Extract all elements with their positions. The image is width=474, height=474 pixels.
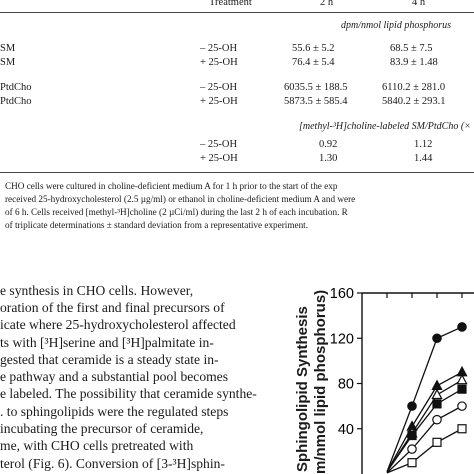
series-line: [386, 405, 463, 474]
unit-label: dpm/nmol lipid phosphorus: [341, 20, 452, 31]
row-4h: 1.12: [414, 139, 433, 150]
y-tick-label: 160: [330, 286, 354, 302]
data-point: [432, 437, 442, 447]
body-line: icate where 25-hydroxycholesterol affect…: [0, 317, 236, 332]
data-point: [457, 322, 467, 332]
footnote-line: received 25-hydroxycholesterol (2.5 µg/m…: [5, 194, 356, 204]
col-header-treatment: Treatment: [209, 0, 252, 8]
data-point: [407, 458, 417, 468]
body-line: incubating the precursor of ceramide,: [0, 421, 204, 436]
data-point: [457, 424, 467, 434]
data-point: [407, 401, 417, 411]
row-4h: 83.9 ± 1.48: [390, 57, 438, 68]
footnote-line: of 6 h. Cells received [methyl-³H]cholin…: [5, 207, 348, 217]
data-point: [457, 401, 467, 411]
footnote-line: of triplicate determinations ± standard …: [5, 220, 309, 230]
body-line: gested that ceramide is a steady state i…: [0, 352, 219, 367]
row-label: SM: [0, 43, 16, 54]
footnote-line: CHO cells were cultured in choline-defic…: [5, 181, 338, 191]
row-treatment: – 25-OH: [200, 82, 238, 93]
data-point: [432, 399, 442, 409]
row-treatment: + 25-OH: [200, 96, 238, 107]
y-tick-label: 80: [338, 377, 354, 393]
row-treatment: – 25-OH: [200, 43, 238, 54]
row-2h: 6035.5 ± 188.5: [284, 82, 348, 93]
body-line: ts with [³H]serine and [³H]palmitate in-: [0, 335, 214, 350]
row-label: PtdCho: [0, 82, 32, 93]
row-2h: 1.30: [319, 153, 338, 164]
table-bottom-rule: [0, 172, 474, 173]
col-header-4h: 4 h: [412, 0, 426, 8]
series-line: [386, 428, 463, 474]
data-point: [407, 430, 417, 441]
row-label: PtdCho: [0, 96, 32, 107]
row-2h: 5873.5 ± 585.4: [284, 96, 348, 107]
body-line: oration of the first and final precursor…: [0, 300, 225, 315]
data-point: [431, 379, 443, 390]
series-line: [386, 388, 463, 473]
body-line: e synthesis in CHO cells. However,: [0, 283, 194, 298]
series-line: [386, 379, 463, 473]
row-2h: 55.6 ± 5.2: [292, 43, 335, 54]
data-point: [456, 373, 468, 385]
row-treatment: + 25-OH: [200, 153, 238, 164]
col-header-2h: 2 h: [320, 0, 334, 8]
row-treatment: – 25-OH: [200, 139, 238, 150]
series-line: [386, 326, 463, 472]
row-2h: 76.4 ± 5.4: [292, 57, 335, 68]
row-4h: 68.5 ± 7.5: [390, 43, 433, 54]
ratio-label: [methyl-³H]choline-labeled SM/PtdCho (×: [299, 121, 471, 132]
body-line: me, with CHO cells pretreated with: [0, 438, 194, 453]
body-line: . to sphingolipids were the regulated st…: [0, 404, 229, 419]
table-header-rule: [0, 12, 474, 13]
row-treatment: + 25-OH: [200, 57, 238, 68]
y-tick-label: 120: [330, 331, 354, 347]
data-point: [431, 388, 443, 400]
body-line: terol (Fig. 6). Conversion of [3-³H]sphi…: [0, 456, 225, 471]
row-2h: 0.92: [319, 139, 338, 150]
data-point: [432, 414, 442, 425]
body-line: e pathway and a substantial pool becomes: [0, 369, 229, 384]
body-line: e labeled. The possibility that ceramide…: [0, 386, 257, 401]
row-4h: 5840.2 ± 293.1: [382, 96, 446, 107]
series-line: [386, 371, 463, 473]
y-tick-label: 40: [338, 422, 354, 438]
data-point: [457, 384, 467, 394]
data-point: [432, 333, 442, 344]
data-point: [407, 444, 417, 454]
row-label: SM: [0, 57, 16, 68]
row-4h: 1.44: [414, 153, 433, 164]
row-4h: 6110.2 ± 281.0: [382, 82, 446, 93]
